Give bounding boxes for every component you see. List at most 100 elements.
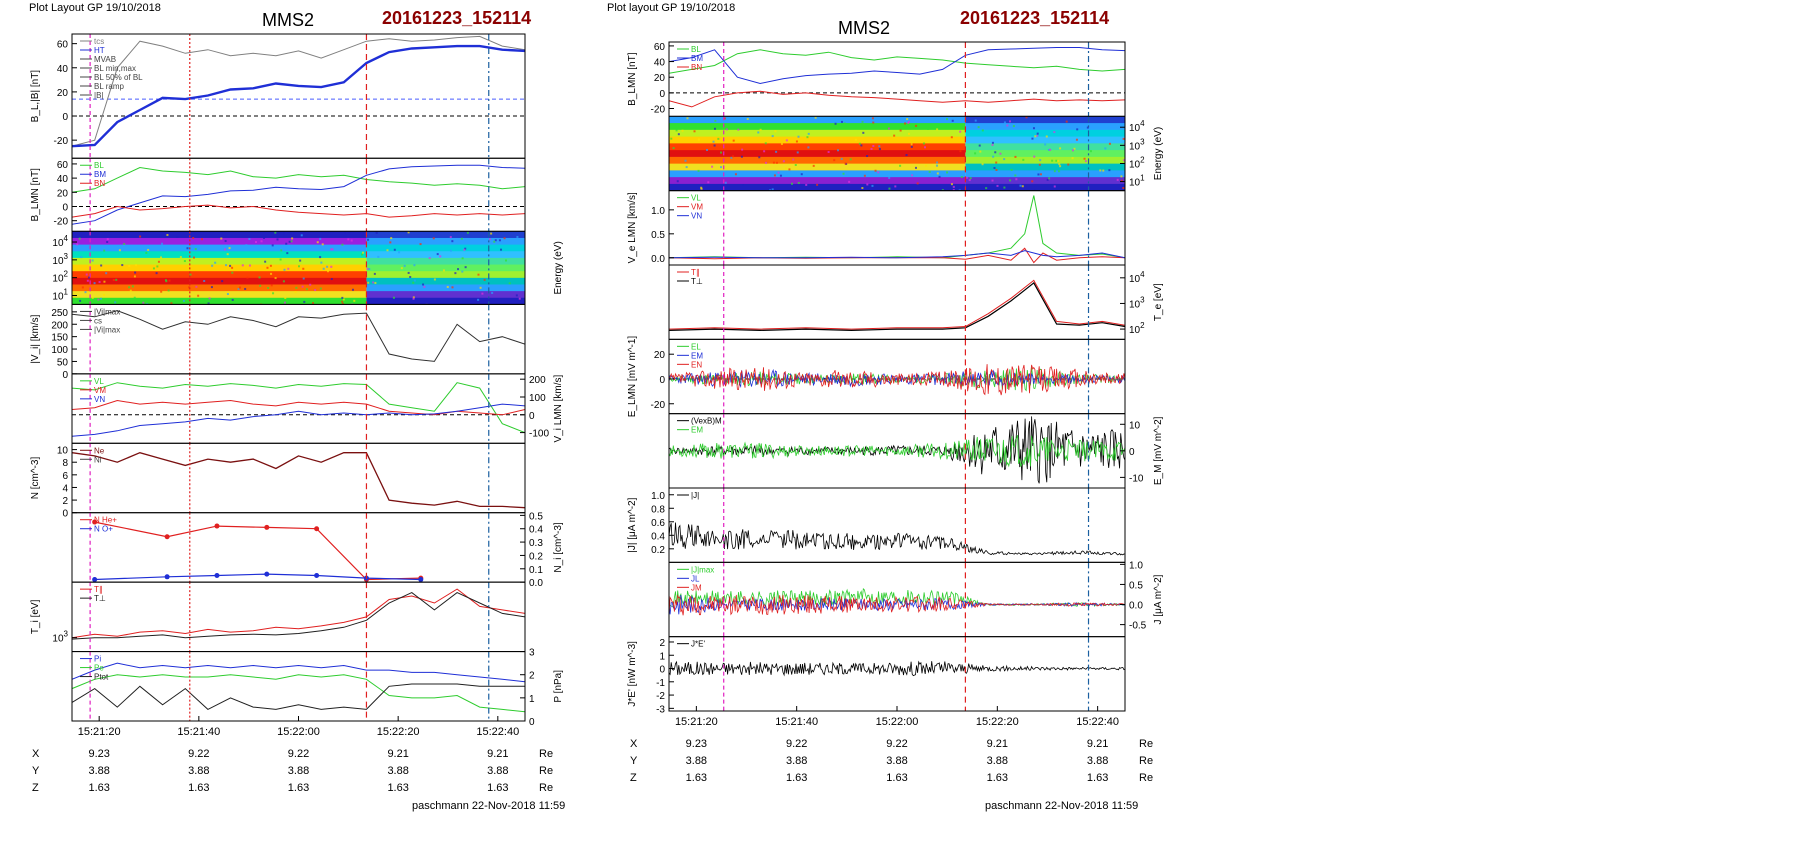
spectrogram-pixel xyxy=(442,269,445,272)
legend-label: Ne xyxy=(94,446,105,455)
spectrogram-pixel xyxy=(134,271,137,274)
spectrogram-pixel xyxy=(1036,134,1039,137)
spectrogram-pixel xyxy=(283,301,286,304)
spectrogram-pixel xyxy=(403,264,406,267)
y-tick-label: 0 xyxy=(62,202,68,213)
ephemeris-unit: Re xyxy=(539,765,553,777)
spectrogram-pixel xyxy=(156,265,159,268)
spectrogram-pixel xyxy=(707,181,710,184)
left-layout-label: Plot Layout GP 19/10/2018 xyxy=(29,2,161,14)
spectrogram-pixel xyxy=(112,278,115,281)
spectrogram-pixel xyxy=(301,285,304,288)
spectrogram-pixel xyxy=(449,236,452,239)
ephemeris-value: 9.21 xyxy=(387,748,408,760)
spectrogram-pixel xyxy=(229,264,232,267)
spectrogram-pixel xyxy=(341,243,344,246)
y-tick-label: 103 xyxy=(52,252,68,267)
spectrogram-band xyxy=(72,231,367,239)
ephemeris-value: 3.88 xyxy=(188,765,209,777)
spectrogram-pixel xyxy=(677,133,680,136)
spectrogram-pixel xyxy=(366,267,369,270)
spectrogram-pixel xyxy=(731,155,734,158)
spectrogram-pixel xyxy=(1086,126,1089,129)
spectrogram-pixel xyxy=(260,240,263,243)
spectrogram-pixel xyxy=(1055,159,1058,162)
spectrogram-pixel xyxy=(176,235,179,238)
spectrogram-pixel xyxy=(106,238,109,241)
spectrogram-pixel xyxy=(392,296,395,299)
spectrogram-pixel xyxy=(319,287,322,290)
spectrogram-pixel xyxy=(481,292,484,295)
spectrogram-pixel xyxy=(288,240,291,243)
spectrogram-pixel xyxy=(672,147,675,150)
spectrogram-pixel xyxy=(224,248,227,251)
spectrogram-pixel xyxy=(220,237,223,240)
data-point xyxy=(164,574,170,580)
ephemeris-unit: Re xyxy=(1139,772,1153,784)
spectrogram-band xyxy=(965,156,1125,165)
spectrogram-pixel xyxy=(1003,158,1006,161)
spectrogram-pixel xyxy=(200,238,203,241)
spectrogram-pixel xyxy=(237,288,240,291)
y-axis-label: B_LMN [nT] xyxy=(627,52,638,106)
data-point xyxy=(214,572,220,578)
spectrogram-pixel xyxy=(186,247,189,250)
ephemeris-value: 3.88 xyxy=(786,755,807,767)
spectrogram-pixel xyxy=(466,231,469,234)
series-line xyxy=(72,164,525,225)
spectrogram-pixel xyxy=(398,251,401,254)
spectrogram-pixel xyxy=(795,140,798,143)
spectrogram-pixel xyxy=(910,143,913,146)
spectrogram-pixel xyxy=(1034,135,1037,138)
spectrogram-pixel xyxy=(1044,143,1047,146)
x-tick-label: 15:22:00 xyxy=(277,726,320,738)
spectrogram-pixel xyxy=(422,283,425,286)
spectrogram-pixel xyxy=(244,287,247,290)
spectrogram-pixel xyxy=(833,159,836,162)
series-line xyxy=(72,674,525,713)
spectrogram-pixel xyxy=(483,278,486,281)
spectrogram-band xyxy=(965,136,1125,144)
spectrogram-pixel xyxy=(1120,175,1123,178)
spectrogram-pixel xyxy=(412,296,415,299)
y-tick-label: -2 xyxy=(656,691,665,702)
spectrogram-pixel xyxy=(224,240,227,243)
y-axis-label: B_LMN [nT] xyxy=(30,168,41,222)
spectrogram-pixel xyxy=(241,264,244,267)
spectrogram-pixel xyxy=(309,283,312,286)
spectrogram-pixel xyxy=(128,286,131,289)
spectrogram-pixel xyxy=(1037,173,1040,176)
spectrogram-pixel xyxy=(775,161,778,164)
x-tick-label: 15:22:20 xyxy=(377,726,420,738)
legend-label: BN xyxy=(94,179,105,188)
spectrogram-pixel xyxy=(685,166,688,169)
spectrogram-pixel xyxy=(267,287,270,290)
y-tick-label: -20 xyxy=(651,400,666,411)
right-spacecraft-title: MMS2 xyxy=(838,18,891,38)
y-tick-label: 60 xyxy=(57,160,69,171)
spectrogram-pixel xyxy=(147,248,150,251)
spectrogram-pixel xyxy=(877,171,880,174)
spectrogram-pixel xyxy=(81,286,84,289)
spectrogram-band xyxy=(965,177,1125,185)
spectrogram-pixel xyxy=(182,299,185,302)
spectrogram-pixel xyxy=(389,241,392,244)
y-tick-label: 100 xyxy=(529,393,546,404)
spectrogram-pixel xyxy=(477,298,480,301)
spectrogram-pixel xyxy=(192,237,195,240)
spectrogram-pixel xyxy=(849,158,852,161)
spectrogram-pixel xyxy=(858,142,861,145)
spectrogram-pixel xyxy=(837,149,840,152)
spectrogram-pixel xyxy=(330,265,333,268)
spectrogram-pixel xyxy=(245,244,248,247)
legend-label: BM xyxy=(691,54,703,63)
legend-label: EL xyxy=(691,342,701,351)
spectrogram-pixel xyxy=(195,285,198,288)
y-tick-label: -3 xyxy=(656,704,665,715)
spectrogram-pixel xyxy=(407,231,410,234)
ephemeris-row-label: Y xyxy=(32,765,40,777)
panel-ti: 103 T_i [eV] T∥T⊥ xyxy=(30,581,526,653)
y-axis-label: T_i [eV] xyxy=(30,599,41,634)
ephemeris-value: 1.63 xyxy=(88,782,109,794)
spectrogram-pixel xyxy=(493,240,496,243)
